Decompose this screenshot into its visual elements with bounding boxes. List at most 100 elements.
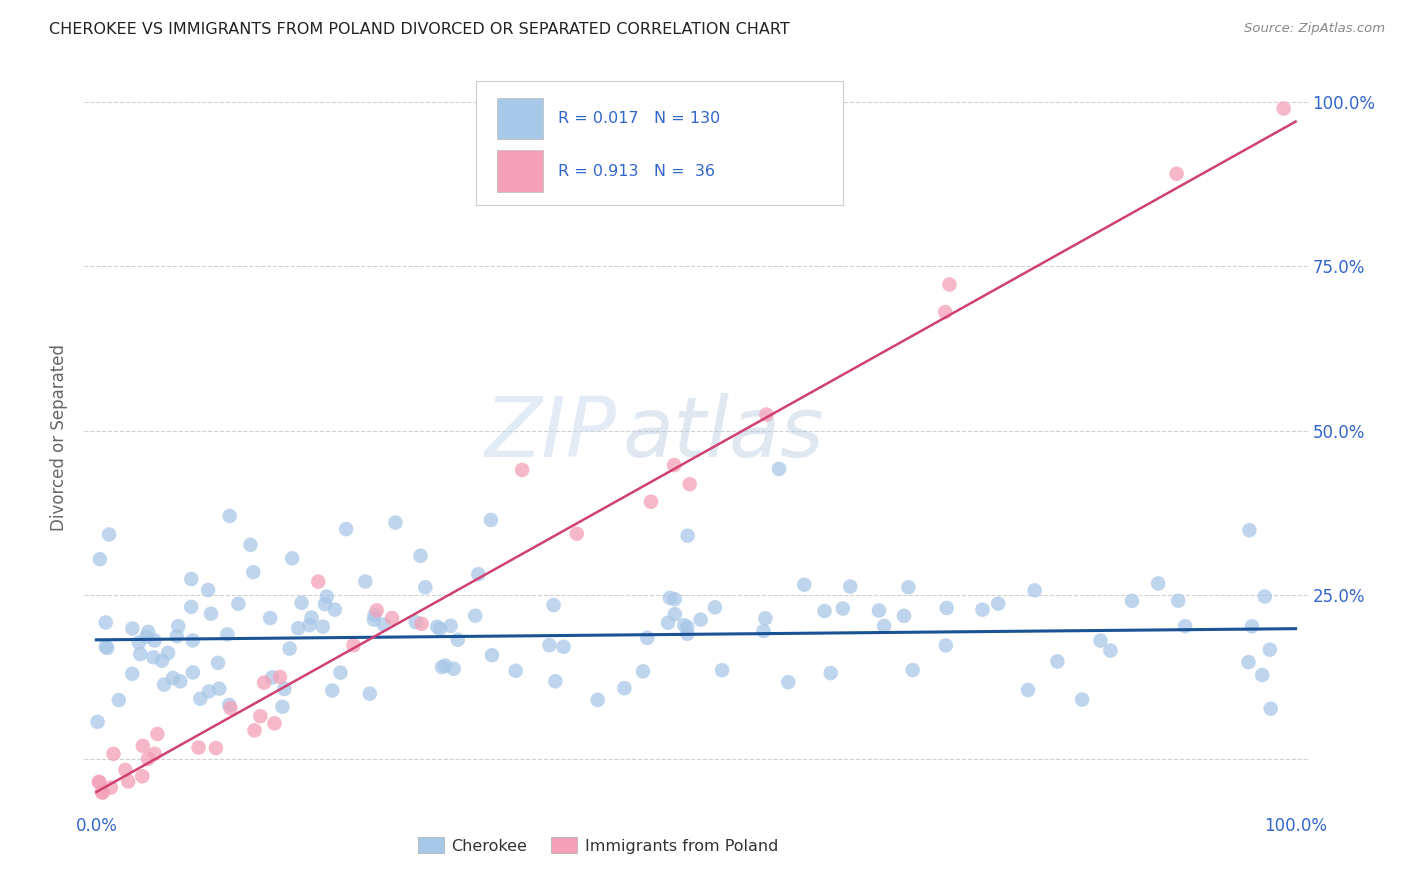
Point [831, 601, 853, 615]
Point [481, 648, 503, 663]
Point [323, 602, 346, 616]
Point [938, 277, 960, 292]
Point [934, 305, 956, 319]
Point [1071, 692, 1094, 706]
Point [273, 681, 295, 696]
Point [117, 774, 139, 789]
Text: R = 0.017   N = 130: R = 0.017 N = 130 [558, 112, 720, 126]
Point [613, 681, 636, 695]
Point [315, 590, 337, 604]
Point [219, 701, 242, 715]
Point [242, 565, 264, 579]
Point [354, 574, 377, 589]
Point [972, 602, 994, 616]
Point [94, 615, 117, 630]
Point [121, 666, 143, 681]
Point [657, 615, 679, 630]
Point [129, 647, 152, 661]
Point [426, 620, 449, 634]
Point [307, 574, 329, 589]
Point [162, 671, 184, 685]
Point [363, 607, 385, 622]
Point [793, 578, 815, 592]
Y-axis label: Divorced or Separated: Divorced or Separated [51, 343, 69, 531]
Point [544, 674, 567, 689]
FancyBboxPatch shape [496, 98, 543, 139]
Point [1240, 619, 1263, 633]
Point [586, 693, 609, 707]
Point [166, 629, 188, 643]
Point [538, 638, 561, 652]
Point [935, 639, 957, 653]
Point [409, 549, 432, 563]
Point [901, 663, 924, 677]
Legend: Cherokee, Immigrants from Poland: Cherokee, Immigrants from Poland [412, 831, 785, 860]
Point [200, 607, 222, 621]
Point [565, 526, 588, 541]
Point [662, 458, 685, 472]
Point [87, 775, 110, 789]
Point [636, 631, 658, 645]
Point [1046, 655, 1069, 669]
FancyBboxPatch shape [475, 81, 842, 205]
Point [89, 775, 111, 789]
Point [1017, 683, 1039, 698]
Point [430, 660, 453, 674]
FancyBboxPatch shape [496, 151, 543, 192]
Point [86, 714, 108, 729]
Point [366, 603, 388, 617]
Point [98, 527, 121, 541]
Point [384, 516, 406, 530]
Point [543, 598, 565, 612]
Point [754, 611, 776, 625]
Point [208, 681, 231, 696]
Point [640, 495, 662, 509]
Point [676, 529, 699, 543]
Point [363, 613, 385, 627]
Point [197, 582, 219, 597]
Point [329, 665, 352, 680]
Point [778, 675, 800, 690]
Point [218, 698, 240, 712]
Point [278, 641, 301, 656]
Point [136, 624, 159, 639]
Point [89, 552, 111, 566]
Point [243, 723, 266, 738]
Point [167, 619, 190, 633]
Point [1166, 167, 1188, 181]
Point [198, 684, 221, 698]
Point [150, 654, 173, 668]
Text: R = 0.913   N =  36: R = 0.913 N = 36 [558, 163, 714, 178]
Point [100, 780, 122, 795]
Point [180, 572, 202, 586]
Point [228, 597, 250, 611]
Point [143, 633, 166, 648]
Point [253, 675, 276, 690]
Point [181, 633, 204, 648]
Text: ZIP: ZIP [485, 392, 616, 474]
Point [291, 596, 314, 610]
Point [897, 580, 920, 594]
Point [128, 635, 150, 649]
Point [553, 640, 575, 654]
Point [820, 666, 842, 681]
Point [187, 740, 209, 755]
Point [96, 640, 118, 655]
Point [1237, 655, 1260, 669]
Point [415, 580, 437, 594]
Point [188, 691, 211, 706]
Point [143, 747, 166, 761]
Point [108, 693, 131, 707]
Point [205, 741, 228, 756]
Point [239, 538, 262, 552]
Text: Source: ZipAtlas.com: Source: ZipAtlas.com [1244, 22, 1385, 36]
Point [703, 600, 725, 615]
Point [868, 603, 890, 617]
Point [768, 462, 790, 476]
Text: CHEROKEE VS IMMIGRANTS FROM POLAND DIVORCED OR SEPARATED CORRELATION CHART: CHEROKEE VS IMMIGRANTS FROM POLAND DIVOR… [49, 22, 790, 37]
Point [673, 618, 696, 632]
Point [136, 752, 159, 766]
Point [381, 611, 404, 625]
Point [335, 522, 357, 536]
Point [1167, 593, 1189, 607]
